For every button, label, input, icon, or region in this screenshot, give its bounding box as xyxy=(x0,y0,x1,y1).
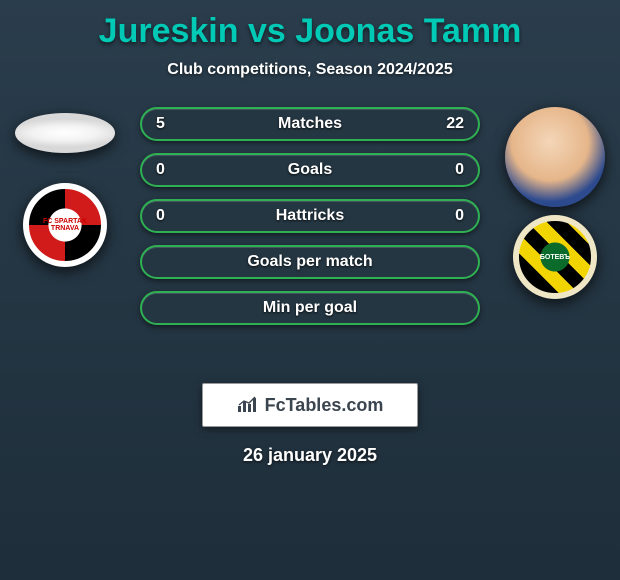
stat-value-right: 0 xyxy=(455,161,464,179)
club-right-label: БОТЕВЪ xyxy=(540,254,570,261)
stat-label: Min per goal xyxy=(263,299,357,317)
player-left-club-badge: FC SPARTAK TRNAVA xyxy=(23,183,107,267)
stat-bar: Min per goal xyxy=(140,291,480,325)
player-right-club-badge: БОТЕВЪ xyxy=(513,215,597,299)
player-right-column: БОТЕВЪ xyxy=(500,107,610,299)
page-title: Jureskin vs Joonas Tamm xyxy=(0,0,620,51)
player-right-avatar xyxy=(505,107,605,207)
snapshot-date: 26 january 2025 xyxy=(0,445,620,466)
player-left-avatar xyxy=(15,113,115,153)
stat-value-right: 0 xyxy=(455,207,464,225)
stat-label: Goals per match xyxy=(247,253,372,271)
stat-label: Matches xyxy=(278,115,342,133)
stat-bar: 0 Hattricks 0 xyxy=(140,199,480,233)
stat-label: Hattricks xyxy=(276,207,344,225)
stat-bar: Goals per match xyxy=(140,245,480,279)
stat-value-left: 5 xyxy=(156,115,165,133)
stat-value-left: 0 xyxy=(156,161,165,179)
stat-bar: 0 Goals 0 xyxy=(140,153,480,187)
stat-label: Goals xyxy=(288,161,332,179)
stat-bar: 5 Matches 22 xyxy=(140,107,480,141)
player-left-column: FC SPARTAK TRNAVA xyxy=(10,107,120,267)
brand-watermark: FcTables.com xyxy=(202,383,418,427)
subtitle: Club competitions, Season 2024/2025 xyxy=(0,61,620,79)
brand-text: FcTables.com xyxy=(265,395,384,416)
title-player-2: Joonas Tamm xyxy=(295,12,521,50)
stat-value-left: 0 xyxy=(156,207,165,225)
title-player-1: Jureskin xyxy=(99,12,239,50)
chart-icon xyxy=(237,396,259,414)
stat-bars: 5 Matches 22 0 Goals 0 0 Hattricks 0 Goals per ma… xyxy=(140,107,480,337)
title-vs: vs xyxy=(239,12,296,50)
stat-value-right: 22 xyxy=(446,115,464,133)
comparison-stage: FC SPARTAK TRNAVA 5 Matches 22 0 Goals 0 0 Hatt… xyxy=(0,107,620,367)
club-left-label: FC SPARTAK TRNAVA xyxy=(29,218,101,232)
